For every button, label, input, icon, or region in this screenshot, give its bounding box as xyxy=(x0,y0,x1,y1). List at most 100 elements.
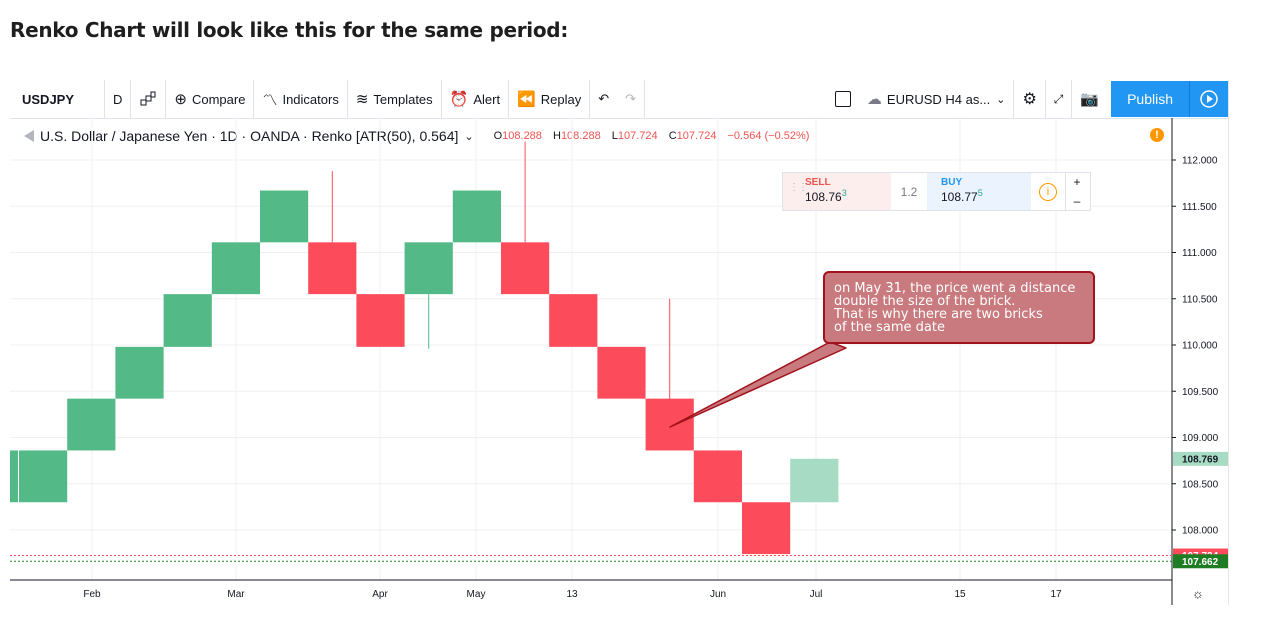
renko-brick xyxy=(163,294,212,347)
info-button[interactable]: i xyxy=(1031,173,1065,210)
undo-icon: ↶ xyxy=(598,91,610,106)
spread-value: 1.2 xyxy=(900,184,918,199)
screenshot-button[interactable]: 📷 xyxy=(1072,80,1107,118)
plus-circle-icon: ⊕ xyxy=(174,91,187,108)
legend-title[interactable]: U.S. Dollar / Japanese Yen · 1D · OANDA … xyxy=(40,128,459,144)
x-tick-label: Mar xyxy=(227,589,245,600)
renko-brick xyxy=(19,450,68,503)
gear-icon: ⚙ xyxy=(1022,91,1037,108)
open-label: O xyxy=(493,130,503,142)
renko-brick xyxy=(742,502,791,555)
low-label: L xyxy=(611,130,618,142)
indicators-button[interactable]: 〽 Indicators xyxy=(254,80,348,118)
replay-button[interactable]: ⏪ Replay xyxy=(509,80,591,118)
renko-brick xyxy=(549,294,598,347)
price-label: 107.724 xyxy=(1182,551,1219,562)
price-label: 107.662 xyxy=(1182,557,1219,568)
sell-button[interactable]: ⋮⋮ SELL 108.763 xyxy=(783,173,891,210)
alert-button[interactable]: ⏰ Alert xyxy=(442,80,510,118)
y-tick-label: 108.500 xyxy=(1182,479,1219,490)
page-headline: Renko Chart will look like this for the … xyxy=(10,18,569,42)
sell-price-sup: 3 xyxy=(841,188,847,198)
indicators-label: Indicators xyxy=(282,91,339,107)
interval-button[interactable]: D xyxy=(105,80,132,118)
renko-brick xyxy=(356,294,405,347)
annotation-line-2: double the size of the brick. xyxy=(834,294,1016,309)
minus-button[interactable]: – xyxy=(1073,193,1081,208)
compare-button[interactable]: ⊕ Compare xyxy=(166,80,255,118)
renko-brick xyxy=(308,242,357,295)
plus-button[interactable]: + xyxy=(1073,175,1081,190)
annotation-line-1: on May 31, the price went a distance xyxy=(834,281,1076,296)
buy-price-sup: 5 xyxy=(977,188,983,198)
compare-label: Compare xyxy=(191,91,246,107)
undo-button[interactable]: ↶ xyxy=(590,80,617,118)
y-tick-label: 110.000 xyxy=(1182,341,1218,352)
symbol-marker-icon xyxy=(24,130,34,142)
annotation-line-3: That is why there are two bricks xyxy=(834,307,1043,322)
sell-price: 108.76 xyxy=(805,190,842,204)
x-tick-label: Jun xyxy=(710,589,726,600)
chart-type-button[interactable] xyxy=(131,80,167,118)
play-button[interactable] xyxy=(1190,81,1228,117)
y-tick-label: 109.000 xyxy=(1182,433,1219,444)
layout-button[interactable]: ☁ EURUSD H4 as... ⌄ xyxy=(859,80,1015,118)
close-label: C xyxy=(668,130,677,142)
x-tick-label: Apr xyxy=(372,589,388,600)
info-icon: i xyxy=(1039,182,1057,201)
annotation-pointer xyxy=(669,341,847,428)
renko-bars-icon xyxy=(140,91,156,106)
x-tick-label: 15 xyxy=(954,589,966,600)
renko-brick xyxy=(211,242,260,295)
price-label: 108.769 xyxy=(1182,454,1219,465)
play-circle-icon xyxy=(1200,90,1218,108)
publish-button[interactable]: Publish xyxy=(1111,81,1190,117)
chevron-down-icon: ⌄ xyxy=(996,93,1006,106)
quantity-stepper: + – xyxy=(1065,173,1088,210)
gear-icon: ☼ xyxy=(1192,586,1204,601)
x-tick-label: 13 xyxy=(566,589,578,600)
ohlc-values: O108.288 H108.288 L107.724 C107.724 −0.5… xyxy=(494,130,818,142)
expand-button[interactable]: ⤢ xyxy=(1046,80,1073,118)
high-label: H xyxy=(552,130,561,142)
buy-button[interactable]: BUY 108.775 xyxy=(927,173,1031,210)
alert-label: Alert xyxy=(473,91,501,107)
rewind-icon: ⏪ xyxy=(517,91,536,108)
open-value: 108.288 xyxy=(502,130,542,142)
chart-toolbar: USDJPY D ⊕ Compare 〽 Indicators ≋ Templa… xyxy=(10,80,1228,119)
templates-button[interactable]: ≋ Templates xyxy=(348,80,442,118)
annotation-callout[interactable]: on May 31, the price went a distance dou… xyxy=(823,271,1095,344)
buy-label: BUY xyxy=(941,177,963,188)
change-value: −0.564 (−0.52%) xyxy=(727,130,810,142)
buy-price: 108.77 xyxy=(941,190,978,204)
price-label-bg xyxy=(1173,548,1228,563)
renko-brick xyxy=(67,398,116,451)
y-tick-label: 108.000 xyxy=(1182,526,1219,537)
y-tick-label: 111.000 xyxy=(1182,248,1217,259)
y-tick-label: 109.500 xyxy=(1182,387,1219,398)
renko-brick-partial xyxy=(10,450,18,503)
chevron-down-icon[interactable]: ⌄ xyxy=(464,130,474,143)
chart-widget: USDJPY D ⊕ Compare 〽 Indicators ≋ Templa… xyxy=(10,80,1229,605)
drag-handle-icon[interactable]: ⋮⋮ xyxy=(789,182,808,193)
settings-button[interactable]: ⚙ xyxy=(1014,80,1046,118)
redo-icon: ↷ xyxy=(625,91,637,106)
warning-icon[interactable]: ! xyxy=(1150,128,1164,142)
annotation-line-4: of the same date xyxy=(834,320,945,335)
low-value: 107.724 xyxy=(617,130,658,142)
fullscreen-select-button[interactable] xyxy=(827,80,859,118)
close-value: 107.724 xyxy=(676,130,717,142)
y-tick-label: 111.500 xyxy=(1182,202,1217,213)
x-tick-label: May xyxy=(467,589,486,600)
price-label-bg xyxy=(1173,554,1228,569)
renko-brick xyxy=(115,346,164,399)
trade-panel: ⋮⋮ SELL 108.763 1.2 BUY 108.775 i + – xyxy=(782,172,1091,211)
renko-brick xyxy=(790,458,839,503)
indicators-icon: 〽 xyxy=(262,91,278,109)
square-icon xyxy=(834,91,851,107)
redo-button[interactable]: ↷ xyxy=(617,80,646,118)
symbol-button[interactable]: USDJPY xyxy=(10,80,105,118)
templates-label: Templates xyxy=(373,91,433,107)
alarm-clock-icon: ⏰ xyxy=(449,91,469,108)
renko-brick xyxy=(260,190,309,243)
